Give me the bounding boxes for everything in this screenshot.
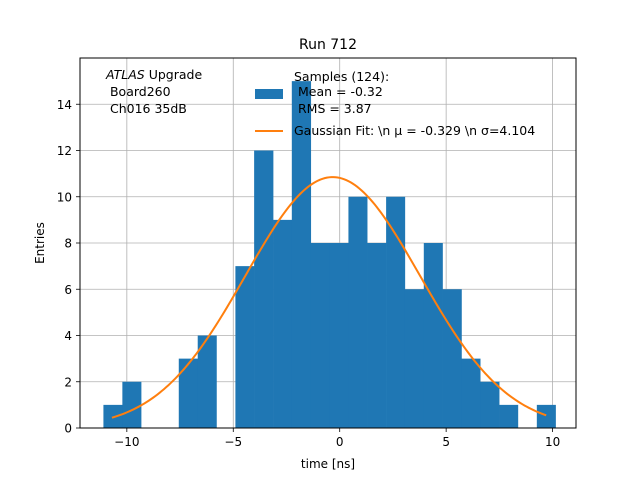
histogram-bar [461,358,481,428]
histogram-bar [254,150,274,428]
upgrade-label: Upgrade [145,67,203,82]
x-tick-label: −5 [224,435,242,449]
histogram-bar [329,243,349,428]
x-tick-label: 10 [545,435,560,449]
histogram-bar [480,381,500,428]
y-axis-label: Entries [33,222,47,264]
histogram-bar [235,266,255,428]
histogram-bar [536,404,556,428]
x-axis-label: time [ns] [301,457,355,471]
histogram-bar [404,289,425,428]
y-tick-label: 8 [64,237,72,251]
y-tick-label: 6 [64,283,72,297]
y-axis-ticks: 0 2 4 6 8 10 12 14 [57,98,80,436]
histogram-bar [423,243,443,428]
legend-histogram-name: Samples (124): [294,69,389,84]
histogram-bar [367,243,387,428]
legend: Samples (124): Mean = -0.32 RMS = 3.87 G… [255,69,535,138]
chart-title: Run 712 [299,37,357,53]
histogram-bar [273,219,293,428]
y-tick-label: 12 [57,144,72,158]
channel-label: Ch016 35dB [106,101,187,116]
histogram-bar [442,289,462,428]
y-tick-label: 0 [64,422,72,436]
gaussian-fit-curve [111,176,547,419]
histogram-bar [499,404,519,428]
histogram-bar [197,335,217,428]
histogram-bar [386,196,406,428]
y-tick-label: 4 [64,329,72,343]
y-tick-label: 14 [57,98,72,112]
legend-mean: Mean = -0.32 [294,84,383,99]
y-tick-label: 10 [57,190,72,204]
atlas-label: ATLAS [105,67,145,82]
x-axis-ticks: −10 −5 0 5 10 [114,428,560,449]
histogram-bar [348,196,368,428]
svg-text:ATLAS Upgrade: ATLAS Upgrade [105,67,202,82]
atlas-annotation: ATLAS Upgrade Board260 Ch016 35dB [105,67,202,116]
histogram-bar [178,358,199,428]
x-tick-label: 0 [336,435,344,449]
legend-histogram-swatch [255,89,283,99]
board-label: Board260 [106,84,171,99]
y-tick-label: 2 [64,375,72,389]
histogram-bar [122,381,142,428]
x-tick-label: 5 [442,435,450,449]
legend-rms: RMS = 3.87 [294,101,372,116]
histogram-bar [310,243,330,428]
x-tick-label: −10 [114,435,139,449]
histogram-bar [291,81,312,428]
legend-fit-name: Gaussian Fit: \n μ = -0.329 \n σ=4.104 [294,123,535,138]
histogram-bars [103,81,556,428]
